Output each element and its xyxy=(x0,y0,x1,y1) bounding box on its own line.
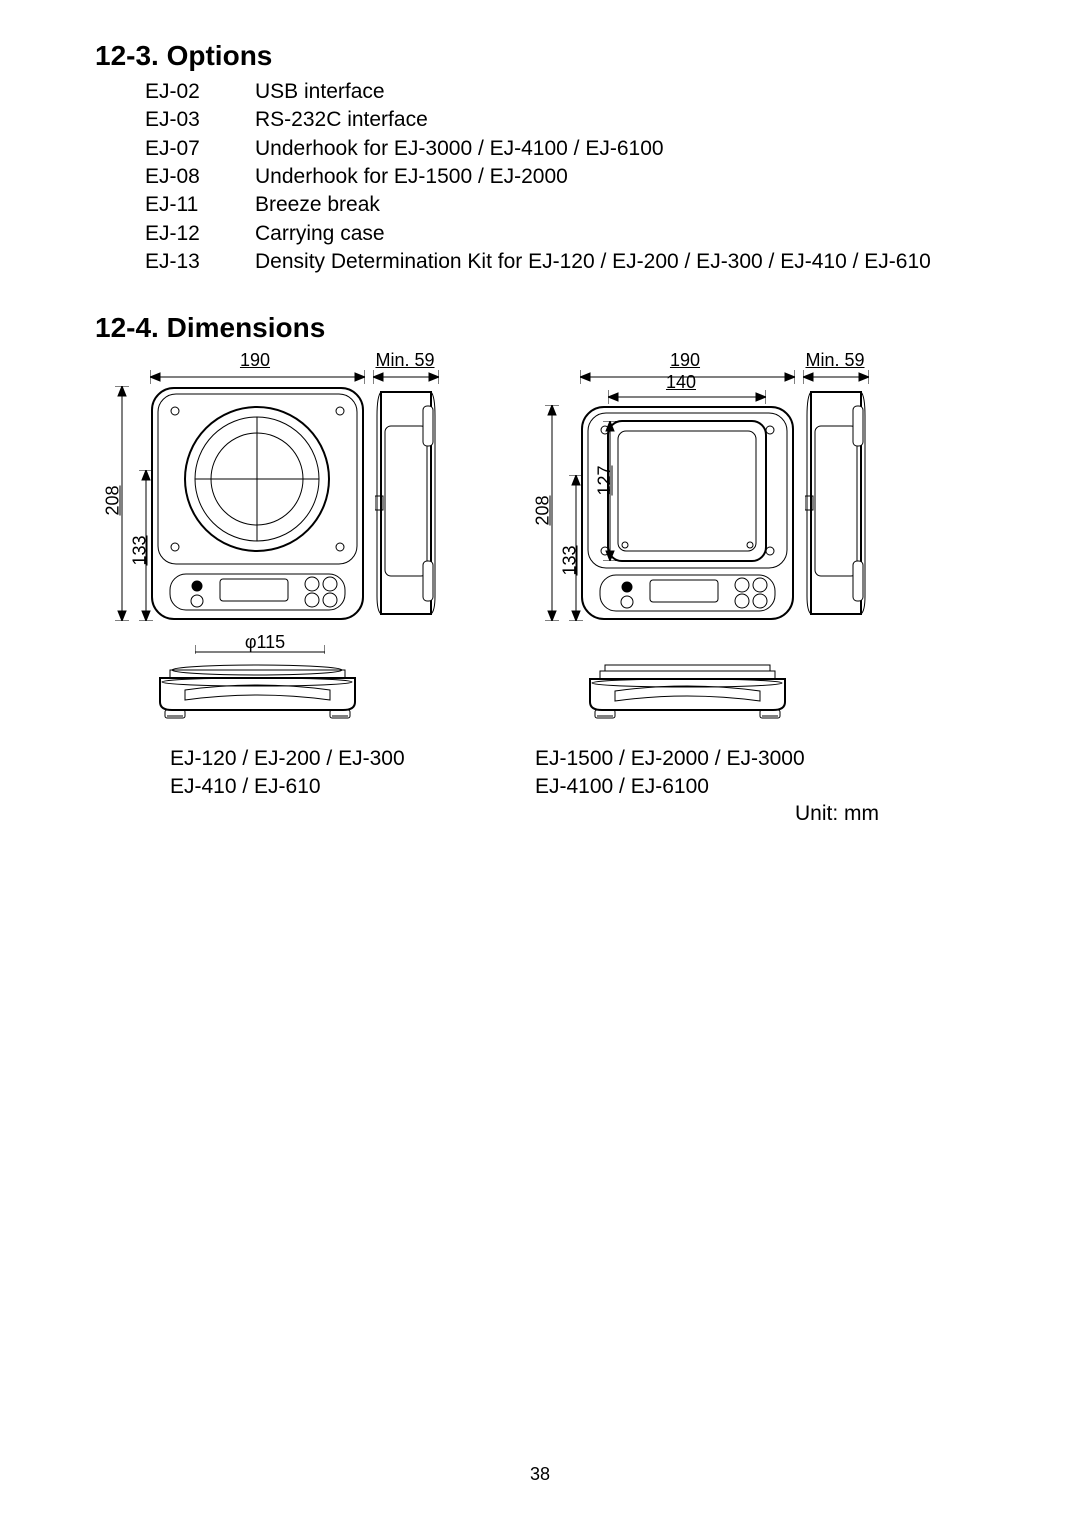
dim-line-icon xyxy=(569,475,583,621)
options-row: EJ-08 Underhook for EJ-1500 / EJ-2000 xyxy=(145,163,985,191)
dimensions-title: 12-4. Dimensions xyxy=(95,312,985,344)
options-desc: RS-232C interface xyxy=(255,106,985,134)
options-code: EJ-07 xyxy=(145,135,255,163)
options-row: EJ-03 RS-232C interface xyxy=(145,106,985,134)
scale-sideview-icon xyxy=(805,386,867,621)
dim-line-icon xyxy=(115,386,129,621)
caption-line: EJ-1500 / EJ-2000 / EJ-3000 xyxy=(535,745,805,772)
options-desc: Carrying case xyxy=(255,220,985,248)
caption-line: EJ-410 / EJ-610 xyxy=(170,773,405,800)
options-row: EJ-13 Density Determination Kit for EJ-1… xyxy=(145,248,985,276)
dim-line-icon xyxy=(608,390,766,404)
caption-line: EJ-120 / EJ-200 / EJ-300 xyxy=(170,745,405,772)
scale-frontview-icon xyxy=(585,660,790,720)
options-code: EJ-03 xyxy=(145,106,255,134)
options-code: EJ-11 xyxy=(145,191,255,219)
options-code: EJ-12 xyxy=(145,220,255,248)
options-desc: Breeze break xyxy=(255,191,985,219)
options-row: EJ-12 Carrying case xyxy=(145,220,985,248)
dim-line-icon xyxy=(195,640,325,654)
dim-line-icon xyxy=(139,470,153,621)
caption-line: EJ-4100 / EJ-6100 xyxy=(535,773,805,800)
dimensions-area: 190 Min. 59 xyxy=(95,350,985,910)
dim-min-left: Min. 59 xyxy=(370,350,440,371)
scale-frontview-icon xyxy=(155,660,360,720)
unit-label: Unit: mm xyxy=(795,800,879,827)
options-row: EJ-07 Underhook for EJ-3000 / EJ-4100 / … xyxy=(145,135,985,163)
options-code: EJ-08 xyxy=(145,163,255,191)
caption-right: EJ-1500 / EJ-2000 / EJ-3000 EJ-4100 / EJ… xyxy=(535,745,805,800)
dim-min-right: Min. 59 xyxy=(800,350,870,371)
options-desc: Underhook for EJ-3000 / EJ-4100 / EJ-610… xyxy=(255,135,985,163)
dim-width-left: 190 xyxy=(235,350,275,371)
options-code: EJ-13 xyxy=(145,248,255,276)
scale-sideview-icon xyxy=(375,386,437,621)
dim-line-icon xyxy=(803,370,869,384)
dim-width-right: 190 xyxy=(665,350,705,371)
options-code: EJ-02 xyxy=(145,78,255,106)
caption-left: EJ-120 / EJ-200 / EJ-300 EJ-410 / EJ-610 xyxy=(170,745,405,800)
page-number: 38 xyxy=(0,1464,1080,1485)
dim-line-icon xyxy=(545,405,559,621)
dim-line-icon xyxy=(603,421,617,561)
options-desc: USB interface xyxy=(255,78,985,106)
options-list: EJ-02 USB interface EJ-03 RS-232C interf… xyxy=(145,78,985,276)
dim-line-icon xyxy=(150,370,365,384)
options-title: 12-3. Options xyxy=(95,40,985,72)
options-row: EJ-02 USB interface xyxy=(145,78,985,106)
options-row: EJ-11 Breeze break xyxy=(145,191,985,219)
dim-line-icon xyxy=(580,370,795,384)
scale-topview-round-icon xyxy=(150,386,365,621)
options-desc: Density Determination Kit for EJ-120 / E… xyxy=(255,248,985,276)
dim-line-icon xyxy=(373,370,439,384)
options-desc: Underhook for EJ-1500 / EJ-2000 xyxy=(255,163,985,191)
